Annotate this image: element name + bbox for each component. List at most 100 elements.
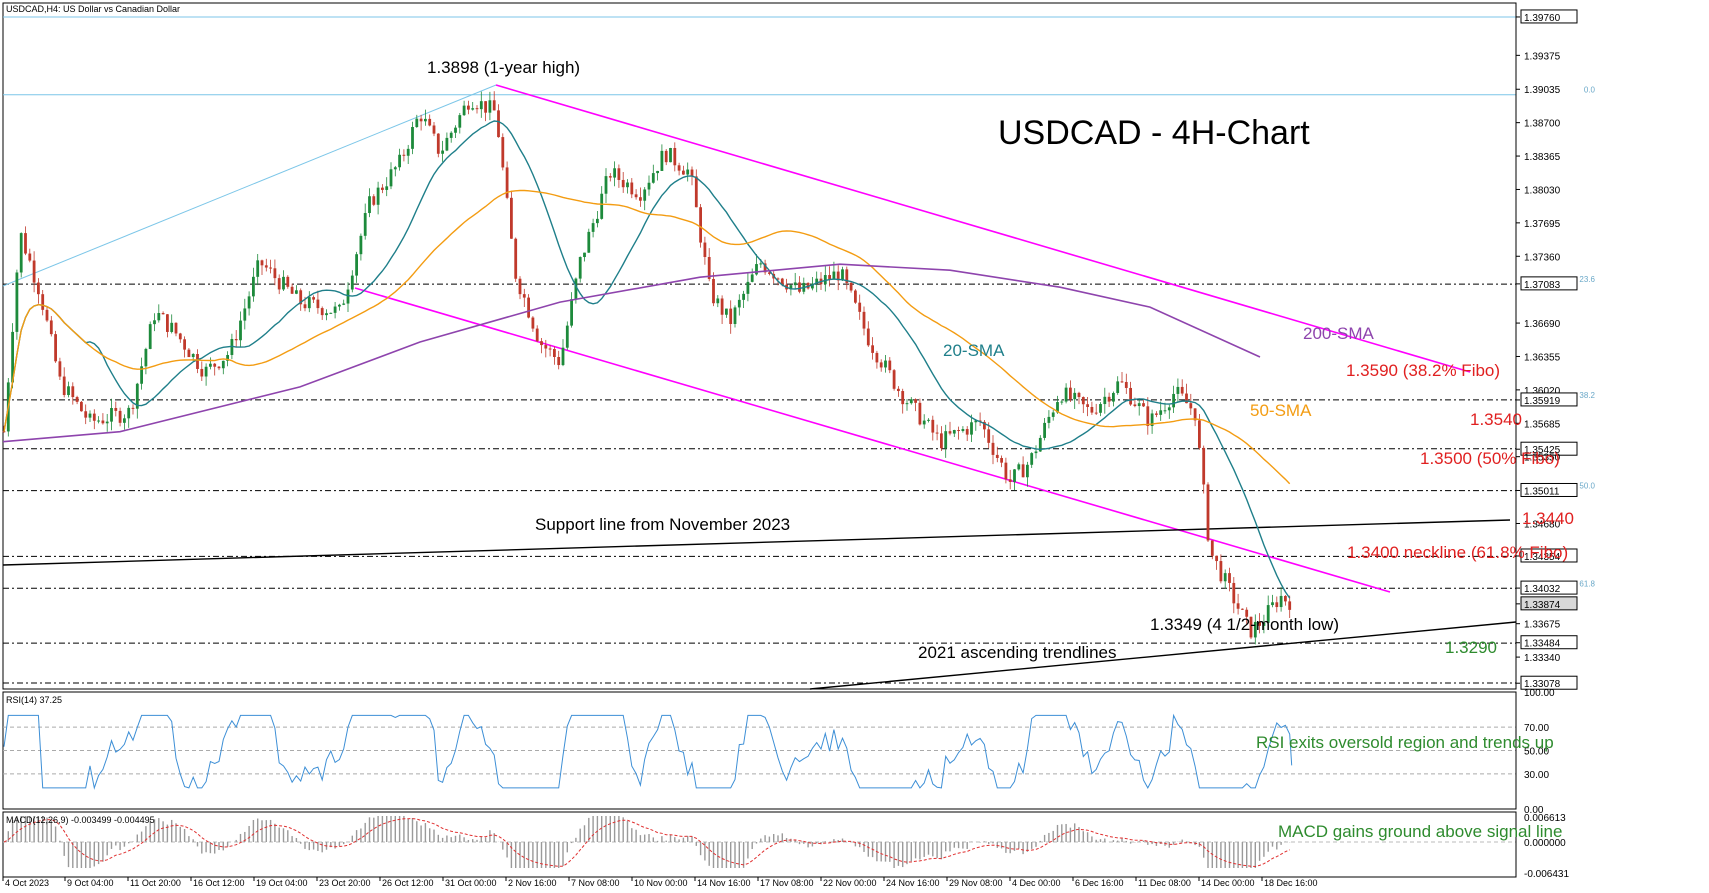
candle-body xyxy=(707,257,711,279)
x-tick-label: 9 Oct 04:00 xyxy=(67,878,114,888)
x-tick-label: 26 Oct 12:00 xyxy=(382,878,434,888)
trendlines-label: 2021 ascending trendlines xyxy=(918,643,1116,662)
rsi-tick-label: 100.00 xyxy=(1524,688,1555,699)
price-tick-label: 1.39375 xyxy=(1524,51,1561,62)
price-tick-label: 1.33874 xyxy=(1524,600,1561,611)
candle-body xyxy=(316,299,320,309)
price-tick-label: 1.37360 xyxy=(1524,252,1561,263)
candle-body xyxy=(67,386,70,396)
candle-body xyxy=(28,253,32,261)
macd-tick-label: 0.006613 xyxy=(1524,813,1566,824)
candle-body xyxy=(419,118,423,122)
candle-body xyxy=(914,399,917,403)
candle-body xyxy=(565,325,569,348)
price-tick-label: 1.34680 xyxy=(1524,519,1561,530)
candle-body xyxy=(1228,573,1231,583)
candle-body xyxy=(548,348,552,350)
fibo-level-label: 0.0 xyxy=(1584,86,1596,95)
candle-body xyxy=(1262,622,1266,626)
candle-body xyxy=(333,306,337,313)
candle-body xyxy=(170,322,174,332)
price-tick-label: 1.39760 xyxy=(1524,13,1561,24)
level-1-3290-label: 1.3290 xyxy=(1445,638,1497,657)
price-tick-label: 1.38365 xyxy=(1524,152,1561,163)
price-tick-label: 1.34354 xyxy=(1524,552,1561,563)
candle-body xyxy=(123,418,126,423)
support-line-label: Support line from November 2023 xyxy=(535,515,790,534)
candle-body xyxy=(62,376,66,396)
candle-body xyxy=(2,431,6,433)
candle-body xyxy=(909,399,913,404)
candle-body xyxy=(75,397,79,402)
fib-anchor-line xyxy=(2,84,497,287)
ascending-trendline-2021 xyxy=(809,621,1517,690)
sma-layer xyxy=(2,120,1291,599)
price-tick-label: 1.37695 xyxy=(1524,219,1561,230)
candle-body xyxy=(630,182,634,195)
candle-body xyxy=(19,233,23,273)
candle-body xyxy=(587,231,591,253)
candle-body xyxy=(1275,602,1279,608)
candle-body xyxy=(703,242,707,258)
price-tick-box xyxy=(1520,392,1578,407)
x-tick-label: 14 Dec 00:00 xyxy=(1201,878,1255,888)
candle-body xyxy=(897,388,900,392)
candle-body xyxy=(1116,381,1120,393)
candle-body xyxy=(58,361,62,377)
candle-body xyxy=(191,354,195,358)
candle-body xyxy=(694,176,698,208)
candle-body xyxy=(462,105,466,116)
price-tick-label: 1.36355 xyxy=(1524,352,1561,363)
candle-body xyxy=(604,176,608,194)
candle-body xyxy=(845,269,849,283)
candle-body xyxy=(110,408,113,422)
candle-body xyxy=(1056,402,1059,413)
x-tick-label: 2 Nov 16:00 xyxy=(508,878,557,888)
trend-layer xyxy=(2,84,1517,690)
candle-body xyxy=(273,268,277,279)
candle-body xyxy=(871,345,874,353)
candle-body xyxy=(1155,413,1158,415)
candle-body xyxy=(1124,381,1128,388)
candle-body xyxy=(277,278,281,290)
candle-body xyxy=(1099,404,1102,413)
price-tick-label: 1.35919 xyxy=(1524,396,1561,407)
candle-body xyxy=(832,271,836,280)
candle-body xyxy=(428,118,432,126)
candle-body xyxy=(858,302,862,312)
macd-signal-line xyxy=(3,818,1290,868)
candle-body xyxy=(1017,464,1021,470)
candle-body xyxy=(866,328,870,346)
candle-body xyxy=(363,213,367,236)
low-label: 1.3349 (4 1/2-month low) xyxy=(1150,615,1339,634)
candle-body xyxy=(737,299,741,308)
candle-body xyxy=(1180,386,1184,394)
rsi-tick-label: 0.00 xyxy=(1524,805,1544,816)
candle-body xyxy=(544,345,548,349)
candle-body xyxy=(948,431,952,434)
candle-body xyxy=(445,137,449,151)
x-tick-label: 4 Dec 00:00 xyxy=(1012,878,1061,888)
price-tick-label: 1.33078 xyxy=(1524,679,1561,690)
sma20-line xyxy=(3,120,1291,599)
candle-body xyxy=(161,313,165,315)
candle-body xyxy=(41,294,45,310)
candle-body xyxy=(1150,413,1154,426)
price-tick-box xyxy=(1520,482,1578,497)
candle-body xyxy=(759,263,763,265)
price-tick-label: 1.33675 xyxy=(1524,620,1561,631)
candle-body xyxy=(931,419,935,433)
x-tick-label: 11 Oct 20:00 xyxy=(130,878,181,888)
candle-body xyxy=(793,282,797,286)
candle-body xyxy=(97,420,100,422)
candle-body xyxy=(92,413,96,421)
x-tick-label: 11 Dec 08:00 xyxy=(1138,878,1191,888)
price-tick-box xyxy=(1520,548,1578,563)
candle-body xyxy=(729,308,733,325)
candle-body xyxy=(535,328,539,342)
candle-body xyxy=(750,274,754,282)
candle-body xyxy=(432,125,436,134)
candle-body xyxy=(1253,621,1257,638)
candle-body xyxy=(415,118,419,128)
